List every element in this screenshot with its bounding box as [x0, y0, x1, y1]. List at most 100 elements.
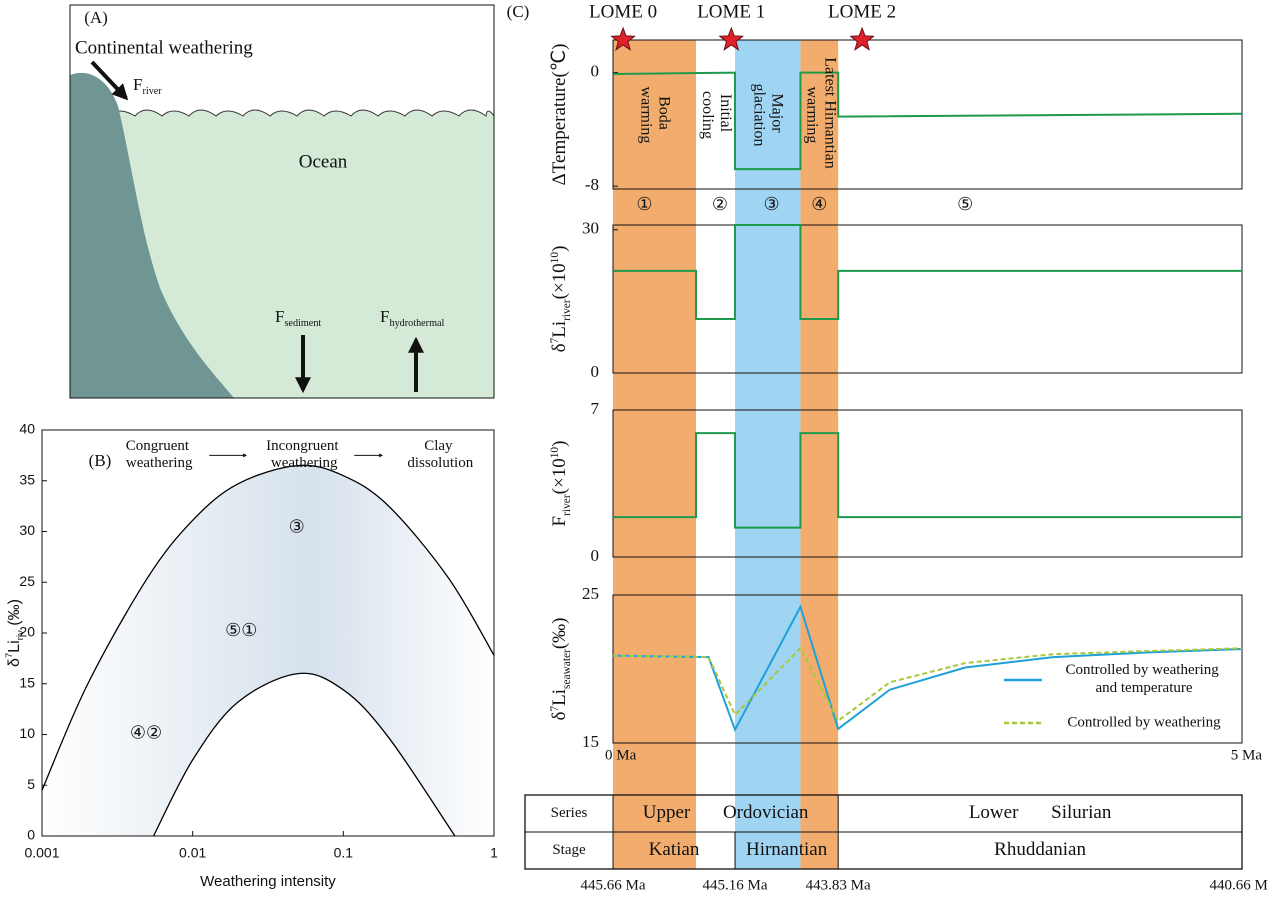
x-tick-label: 0 Ma [605, 747, 637, 763]
phase-marker: ④② [130, 723, 162, 743]
x-tick-label: 0.01 [179, 845, 206, 861]
continental-weathering-label: Continental weathering [75, 37, 253, 58]
plot-frame [612, 594, 1243, 744]
label-part: ΔTemperature(℃) [549, 44, 570, 186]
time-band [735, 40, 801, 869]
label-part: δ [549, 712, 570, 721]
timescale-unit: Katian [649, 839, 700, 860]
envelope-hole [153, 673, 455, 836]
y-tick-label: 0 [27, 827, 35, 843]
event-star [718, 26, 745, 51]
legend-label: Controlled by weathering and temperature [1065, 662, 1222, 696]
label-part: ) [549, 441, 570, 447]
phase-label: Boda warming [638, 87, 673, 144]
x-tick-label: 5 Ma [1231, 747, 1263, 763]
sea-surface [107, 109, 495, 117]
label-part: F [380, 307, 389, 326]
label-part: sediment [284, 318, 321, 329]
x-tick-label: 0.1 [334, 845, 354, 861]
y-tick-label: 0 [591, 546, 600, 565]
y-tick-label: 5 [27, 776, 35, 792]
phase-number: ② [712, 194, 728, 214]
label-part: F [133, 75, 142, 94]
time-band [800, 40, 839, 869]
label-part: 10 [549, 447, 561, 459]
annotation: Incongruent weathering [266, 438, 342, 471]
label-part: δ [6, 658, 23, 667]
panel-label: (A) [84, 8, 108, 27]
phase-label: Latest Hirnantian warming [804, 57, 839, 173]
y-tick-label: 30 [582, 219, 599, 238]
y-tick-label: -8 [585, 175, 599, 194]
y-tick-label: 10 [19, 725, 35, 741]
y-axis-label: ΔTemperature(℃) [549, 44, 570, 186]
label-part: 7 [549, 706, 561, 712]
label-part: riv [15, 630, 26, 640]
event-label: LOME 2 [828, 1, 896, 22]
annotation: Congruent weathering [126, 438, 193, 471]
phase-marker: ③ [289, 517, 305, 537]
y-tick-label: 40 [19, 421, 35, 437]
data-line [612, 604, 1243, 733]
clip [42, 464, 494, 791]
data-line [42, 464, 494, 791]
data-line [613, 432, 1242, 529]
x-tick-label: 1 [490, 845, 498, 861]
label-part: F [549, 516, 570, 527]
timescale-unit: Hirnantian [746, 839, 828, 860]
label-part: (‰) [549, 617, 570, 649]
timescale-header: Series [551, 805, 588, 821]
phase-number: ③ [763, 194, 779, 214]
ocean [108, 110, 494, 398]
phase-number: ① [636, 194, 652, 214]
age-label: 445.16 Ma [703, 877, 768, 893]
y-tick-label: 0 [591, 362, 600, 381]
timescale-unit: Lower Silurian [969, 802, 1112, 823]
age-label: 440.66 Ma [1210, 877, 1268, 893]
y-tick-label: 25 [582, 584, 599, 603]
river-arrow [90, 60, 129, 101]
panel-c: -8 0 ΔTemperature(℃) (C) LOME 0 LOME 1 LOME 2 B… [507, 1, 1268, 893]
panel-a: (A) Continental weathering Friver Ocean … [69, 4, 495, 399]
y-tick-label: 0 [591, 62, 600, 81]
phase-number: ⑤ [957, 194, 973, 214]
continent [70, 72, 234, 398]
label-part: 7 [549, 337, 561, 343]
y-tick-label: 15 [19, 674, 35, 690]
timescale-header: Stage [552, 842, 586, 858]
time-band [613, 40, 697, 869]
label-part: Li [549, 321, 570, 338]
f-hydrothermal-label: Fhydrothermal [380, 307, 445, 329]
data-line [612, 71, 1243, 171]
panel-label: (C) [507, 2, 530, 21]
label-part: river [561, 494, 573, 516]
envelope [42, 465, 494, 836]
label-part: hydrothermal [389, 318, 444, 329]
annotation: Clay dissolution [407, 438, 473, 471]
phase-marker: ⑤① [225, 620, 257, 640]
label-part: (×10 [549, 458, 570, 494]
panel-b: 0 5 10 15 20 25 30 35 40 0.001 0.01 0.1 1 δ7Liriv (‰)… [4, 421, 498, 890]
panel-label: (B) [89, 451, 112, 470]
age-label: 443.83 Ma [806, 877, 871, 893]
event-label: LOME 0 [589, 1, 657, 22]
y-tick-label: 7 [591, 399, 600, 418]
y-tick-label: 35 [19, 471, 35, 487]
phase-number: ④ [811, 194, 827, 214]
label-part: Li [549, 689, 570, 706]
x-tick-label: 0.001 [24, 845, 59, 861]
plot-frame [612, 409, 1243, 558]
label-part: 7 [4, 653, 15, 658]
panel-a-border [69, 4, 495, 399]
event-star [849, 26, 875, 51]
y-axis-label: δ7Liseawater(‰) [549, 617, 573, 720]
timescale-unit: Rhuddanian [994, 839, 1086, 860]
data-line [612, 646, 1243, 723]
legend-label: Controlled by weathering [1067, 714, 1221, 730]
f-sediment-label: Fsediment [275, 307, 321, 329]
y-tick-label: 20 [19, 624, 35, 640]
label-part: (‰) [6, 599, 23, 630]
y-tick-label: 25 [19, 573, 35, 589]
